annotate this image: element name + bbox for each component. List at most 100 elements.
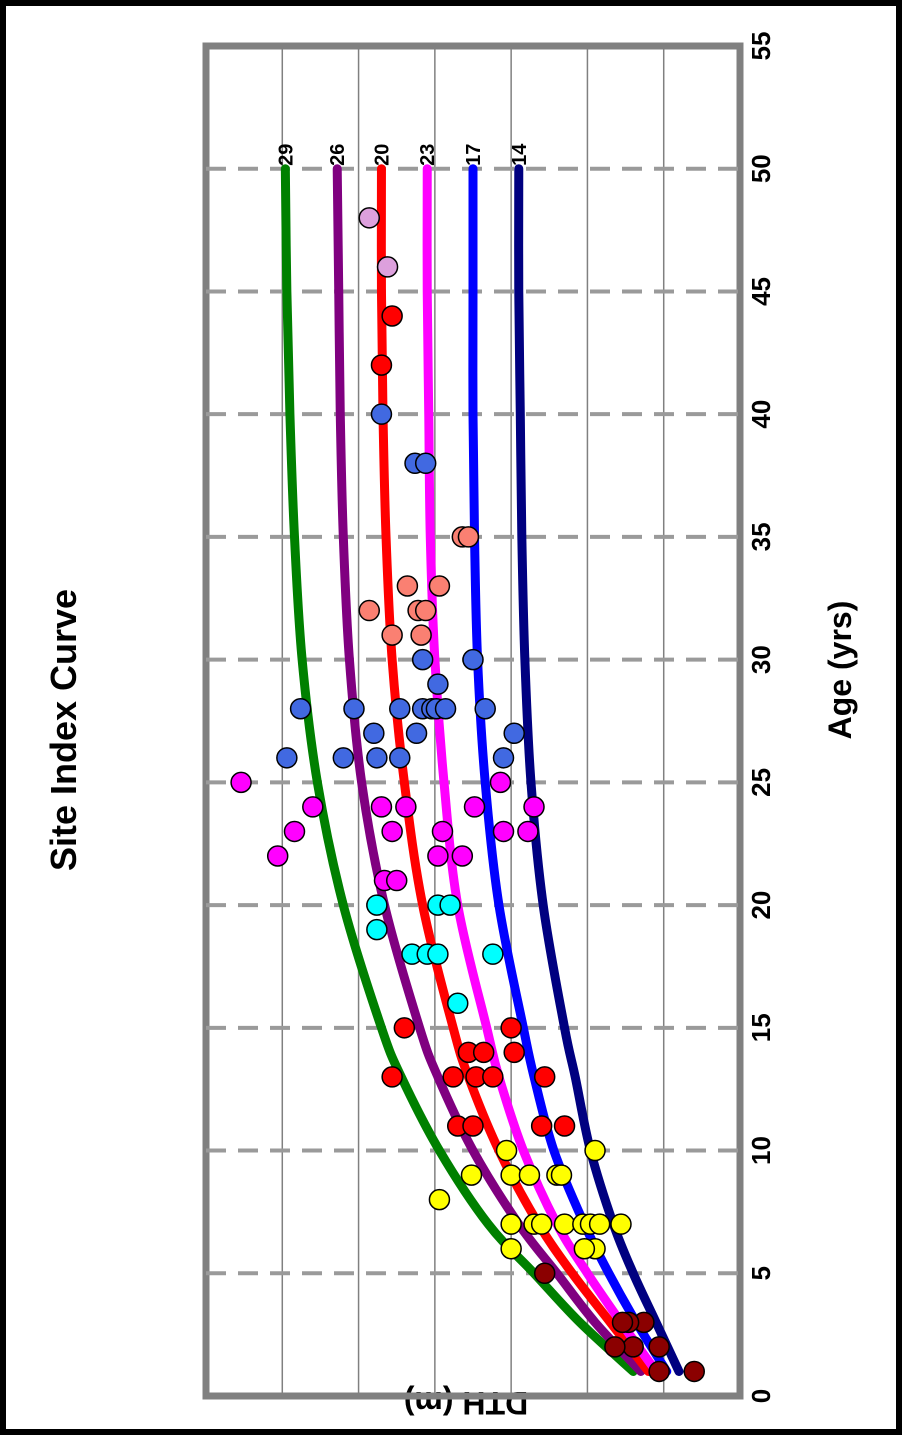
data-point — [396, 575, 419, 597]
data-point — [405, 722, 428, 745]
data-point — [584, 1139, 606, 1162]
tick-labels: 051015202530354045505505101520253035 — [746, 32, 776, 1404]
plot-area: 051015202530354045505505101520253035 292… — [202, 32, 776, 1404]
data-point — [389, 697, 411, 720]
data-point — [462, 1115, 484, 1137]
site-index-curve-23 — [422, 164, 661, 1376]
data-point — [393, 1017, 416, 1039]
x-tick-label: 45 — [746, 277, 776, 306]
data-point — [553, 1213, 576, 1235]
data-point — [482, 1066, 504, 1088]
data-point — [472, 1041, 495, 1064]
data-point — [518, 1164, 541, 1186]
x-tick-label: 25 — [746, 768, 776, 797]
data-point — [411, 648, 434, 671]
site-index-curve-14 — [514, 164, 684, 1376]
x-tick-label: 0 — [746, 1389, 776, 1403]
chart-title: Site Index Curve — [43, 589, 84, 871]
data-point — [230, 771, 252, 794]
data-point — [463, 796, 486, 818]
data-point — [366, 918, 388, 941]
data-point — [283, 820, 306, 843]
site-index-chart: Site Index Curve Age (yrs) DTH (m) 0 5 10 1… — [43, 32, 858, 1421]
data-point — [533, 1262, 556, 1285]
data-point — [363, 722, 385, 745]
data-point — [604, 1336, 626, 1358]
data-point — [517, 820, 539, 843]
data-point — [381, 624, 403, 646]
data-point — [427, 673, 449, 695]
x-tick-label: 40 — [746, 400, 776, 429]
data-point — [381, 305, 403, 327]
data-point — [427, 943, 449, 965]
chart-frame: Site Index Curve Age (yrs) DTH (m) 0 5 10 1… — [6, 6, 896, 1429]
data-point — [611, 1311, 634, 1334]
data-point — [460, 1164, 483, 1186]
data-point — [648, 1336, 670, 1358]
data-point — [610, 1213, 632, 1235]
data-point — [500, 1213, 522, 1235]
data-point — [370, 354, 393, 376]
site-index-curve-20 — [376, 164, 653, 1376]
data-point — [385, 869, 408, 892]
data-point — [434, 697, 457, 720]
y-axis-label: DTH (m) — [404, 1385, 528, 1421]
data-point — [439, 894, 461, 916]
data-point — [414, 452, 437, 475]
data-point — [370, 403, 393, 425]
x-tick-label: 5 — [746, 1266, 776, 1280]
data-point — [622, 1336, 644, 1358]
data-point — [500, 1237, 522, 1260]
x-tick-label: 30 — [746, 645, 776, 674]
curve-labels: 29 26 20 23 17 14 — [275, 143, 530, 166]
data-point — [366, 747, 388, 769]
x-tick-label: 20 — [746, 891, 776, 920]
data-point — [683, 1360, 705, 1383]
data-point — [302, 796, 324, 818]
data-point — [343, 697, 365, 720]
data-point — [381, 1066, 403, 1088]
data-point — [428, 1188, 451, 1211]
x-tick-label: 35 — [746, 522, 776, 551]
x-tick-label: 15 — [746, 1013, 776, 1042]
data-point — [530, 1115, 553, 1137]
data-point — [289, 697, 312, 720]
data-point — [474, 697, 496, 720]
data-point — [451, 845, 474, 867]
data-point — [648, 1360, 670, 1383]
data-point — [550, 1164, 573, 1186]
x-tick-label: 10 — [746, 1136, 776, 1165]
data-point — [530, 1213, 553, 1235]
data-points — [230, 207, 705, 1383]
data-point — [395, 796, 417, 818]
data-point — [553, 1115, 576, 1137]
data-point — [503, 1041, 525, 1064]
plot-border — [202, 42, 744, 1400]
data-point — [588, 1213, 611, 1235]
data-point — [389, 747, 411, 769]
data-point — [457, 526, 480, 548]
data-point — [500, 1017, 522, 1039]
data-point — [366, 894, 388, 916]
data-point — [442, 1066, 464, 1088]
data-point — [492, 820, 515, 843]
data-point — [503, 722, 525, 745]
site-index-curves — [280, 164, 684, 1376]
data-point — [332, 747, 355, 769]
data-point — [427, 845, 449, 867]
curve-label-29: 29 — [275, 144, 297, 166]
x-tick-label: 55 — [746, 32, 776, 61]
curve-label-17: 17 — [463, 144, 485, 166]
data-point — [462, 648, 484, 671]
data-point — [370, 796, 393, 818]
data-point — [482, 943, 504, 965]
data-point — [500, 1164, 522, 1186]
x-tick-label: 50 — [746, 154, 776, 183]
data-point — [266, 845, 289, 867]
data-point — [376, 256, 399, 278]
data-point — [495, 1139, 518, 1162]
data-point — [428, 575, 451, 597]
data-point — [573, 1237, 596, 1260]
data-point — [276, 747, 298, 769]
data-point — [414, 599, 437, 622]
